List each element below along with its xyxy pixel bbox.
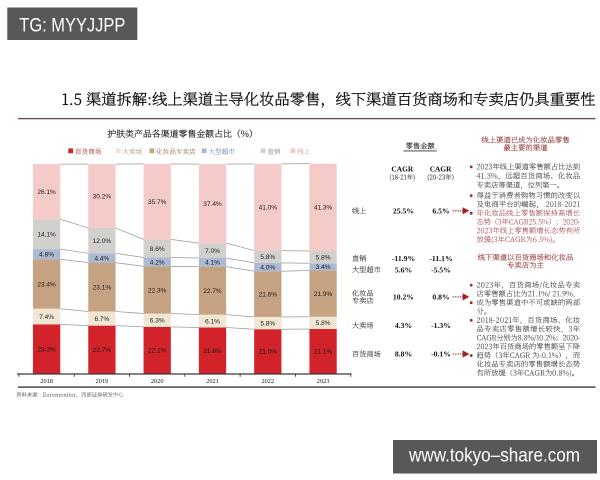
- svg-text:4.2%: 4.2%: [150, 259, 165, 266]
- svg-text:8.8%: 8.8%: [395, 350, 412, 359]
- svg-text:21.1%: 21.1%: [314, 349, 333, 356]
- svg-text:0.8%: 0.8%: [432, 293, 449, 302]
- svg-text:41.3%: 41.3%: [314, 205, 333, 212]
- svg-text:6.1%: 6.1%: [205, 318, 220, 325]
- svg-text:-0.1%: -0.1%: [431, 350, 451, 359]
- svg-text:23.3%: 23.3%: [37, 346, 56, 353]
- svg-text:CAGR: CAGR: [430, 164, 452, 173]
- svg-text:5.8%: 5.8%: [260, 254, 275, 261]
- svg-text:22.7%: 22.7%: [93, 347, 112, 354]
- svg-text:4.3%: 4.3%: [395, 321, 412, 330]
- svg-text:12.0%: 12.0%: [93, 238, 112, 245]
- svg-text:21.8%: 21.8%: [203, 348, 222, 355]
- svg-text:4.1%: 4.1%: [205, 260, 220, 267]
- svg-text:5.8%: 5.8%: [316, 320, 331, 327]
- svg-text:-11.9%: -11.9%: [392, 254, 415, 263]
- svg-text:5.6%: 5.6%: [395, 265, 412, 274]
- svg-text:TG: MYYJJPP: TG: MYYJJPP: [19, 15, 125, 37]
- svg-text:23.1%: 23.1%: [93, 284, 112, 291]
- svg-text:7.0%: 7.0%: [205, 248, 220, 255]
- svg-text:4.4%: 4.4%: [94, 255, 109, 262]
- svg-text:25.5%: 25.5%: [393, 206, 414, 215]
- svg-text:2019: 2019: [96, 378, 109, 385]
- svg-text:2023: 2023: [317, 378, 330, 385]
- svg-text:6.3%: 6.3%: [150, 318, 165, 325]
- svg-text:14.1%: 14.1%: [37, 232, 56, 239]
- svg-text:22.1%: 22.1%: [148, 348, 167, 355]
- svg-text:2018: 2018: [40, 378, 53, 385]
- svg-text:41.0%: 41.0%: [259, 205, 278, 212]
- svg-text:23.4%: 23.4%: [37, 281, 56, 288]
- svg-text:2021: 2021: [206, 378, 219, 385]
- svg-text:-1.3%: -1.3%: [431, 321, 451, 330]
- svg-text:10.2%: 10.2%: [393, 293, 414, 302]
- svg-text:CAGR: CAGR: [391, 164, 413, 173]
- svg-text:7.4%: 7.4%: [39, 314, 54, 321]
- svg-text:22.3%: 22.3%: [148, 287, 167, 294]
- svg-text:3.4%: 3.4%: [316, 264, 331, 271]
- svg-text:2022: 2022: [262, 378, 275, 385]
- svg-text:21.0%: 21.0%: [259, 349, 278, 356]
- svg-text:www.tokyo–share.com: www.tokyo–share.com: [408, 446, 580, 467]
- svg-text:37.4%: 37.4%: [203, 201, 222, 208]
- svg-text:4.8%: 4.8%: [39, 252, 54, 259]
- svg-text:30.2%: 30.2%: [93, 193, 112, 200]
- svg-text:22.7%: 22.7%: [203, 288, 222, 295]
- svg-text:2020: 2020: [151, 378, 164, 385]
- svg-text:5.8%: 5.8%: [316, 254, 331, 261]
- svg-text:35.7%: 35.7%: [148, 199, 167, 206]
- svg-text:-5.5%: -5.5%: [431, 265, 451, 274]
- svg-text:5.8%: 5.8%: [260, 320, 275, 327]
- svg-text:21.9%: 21.9%: [314, 291, 333, 298]
- svg-text:26.1%: 26.1%: [37, 189, 56, 196]
- svg-text:8.6%: 8.6%: [150, 246, 165, 253]
- svg-text:21.6%: 21.6%: [259, 291, 278, 298]
- svg-text:-11.1%: -11.1%: [429, 254, 452, 263]
- svg-text:4.0%: 4.0%: [260, 264, 275, 271]
- svg-text:6.7%: 6.7%: [94, 316, 109, 323]
- svg-text:6.5%: 6.5%: [432, 206, 449, 215]
